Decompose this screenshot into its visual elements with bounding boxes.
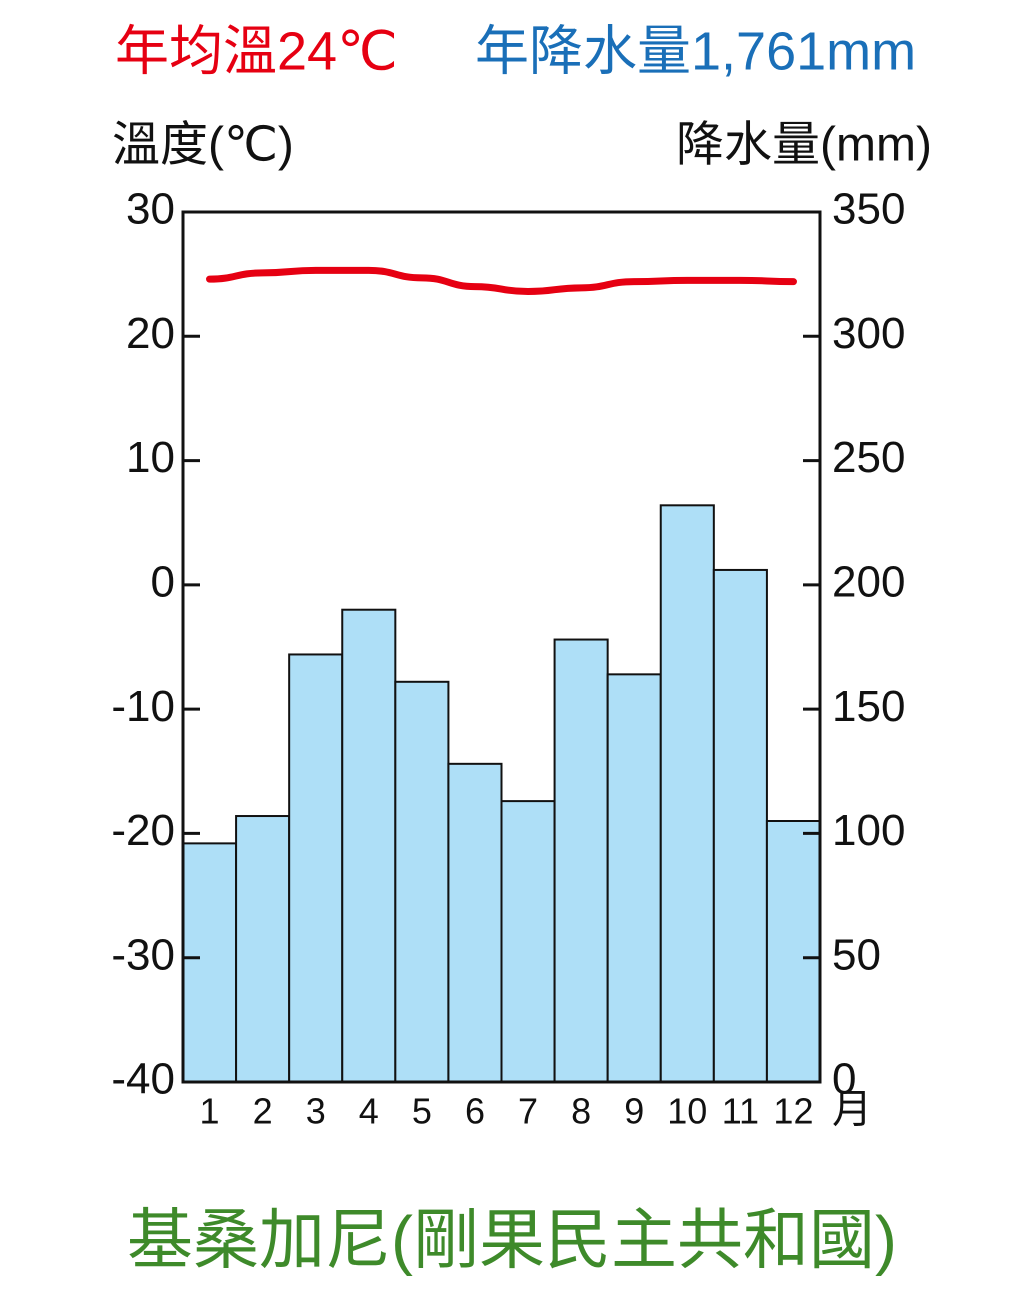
- bar: [182, 842, 238, 1083]
- x-tick-label: 11: [722, 1091, 759, 1132]
- caption: 基桑加尼(剛果民主共和國): [127, 1202, 897, 1276]
- temperature-line: [206, 266, 797, 296]
- bar: [394, 680, 450, 1083]
- bar: [341, 608, 397, 1083]
- y2-axis-label: 降水量(mm): [676, 119, 932, 172]
- bar: [447, 762, 503, 1083]
- y-tick-label: -30: [111, 930, 175, 979]
- bar: [659, 504, 715, 1084]
- y2-tick-label: 100: [832, 806, 905, 855]
- y-tick-label: -20: [111, 806, 175, 855]
- bar: [606, 673, 662, 1083]
- x-tick-label: 6: [465, 1091, 485, 1132]
- y2-tick-label: 200: [832, 557, 905, 606]
- y-tick-label: -10: [111, 682, 175, 731]
- chart-title: 年均溫24℃: [115, 21, 398, 81]
- x-axis-label: 月: [832, 1088, 872, 1132]
- y-tick-label: 10: [126, 433, 175, 482]
- y2-tick-label: 50: [832, 930, 881, 979]
- bar: [235, 815, 291, 1083]
- bar: [553, 638, 609, 1083]
- plot-frame: [181, 210, 822, 1084]
- bar: [712, 568, 768, 1083]
- bar: [288, 653, 344, 1083]
- x-tick-label: 9: [624, 1091, 644, 1132]
- chart-subtitle: 年降水量1,761mm: [475, 21, 916, 81]
- y2-tick-label: 150: [832, 682, 905, 731]
- x-tick-label: 4: [359, 1091, 379, 1132]
- y2-tick-label: 0: [832, 1055, 856, 1104]
- x-tick-label: 3: [306, 1091, 326, 1132]
- x-tick-label: 8: [571, 1091, 591, 1132]
- y2-tick-label: 300: [832, 309, 905, 358]
- y-tick-label: 0: [151, 557, 175, 606]
- bar: [765, 820, 822, 1083]
- y-tick-label: -40: [111, 1055, 175, 1104]
- x-tick-label: 7: [518, 1091, 538, 1132]
- y2-tick-label: 350: [832, 185, 905, 234]
- y2-tick-label: 250: [832, 433, 905, 482]
- x-tick-label: 5: [412, 1091, 432, 1132]
- y-tick-label: 30: [126, 185, 175, 234]
- x-tick-label: 2: [253, 1091, 273, 1132]
- x-tick-label: 1: [200, 1091, 220, 1132]
- x-tick-label: 12: [773, 1091, 813, 1132]
- bar: [500, 800, 556, 1083]
- y-axis-label: 溫度(℃): [112, 119, 294, 172]
- x-tick-label: 10: [667, 1091, 707, 1132]
- y-tick-label: 20: [126, 309, 175, 358]
